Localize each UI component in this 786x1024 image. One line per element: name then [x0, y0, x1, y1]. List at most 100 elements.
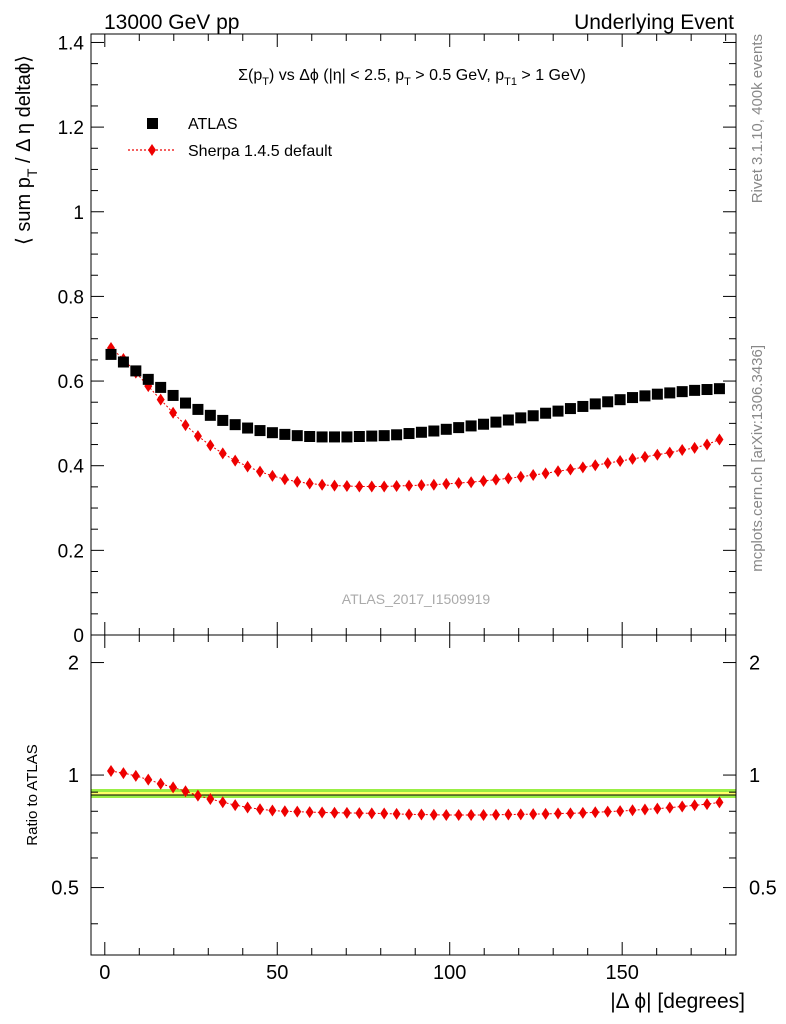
ratio-sherpa-point — [603, 805, 612, 818]
ratio-sherpa-point — [293, 805, 302, 818]
ratio-y-tick-label: 0.5 — [51, 878, 79, 900]
sherpa-point — [491, 473, 500, 486]
x-tick-labels: 0 50 100 150 — [99, 962, 639, 984]
sherpa-point — [218, 447, 227, 460]
ratio-sherpa-point — [541, 807, 550, 820]
ratio-y-axis-label: Ratio to ATLAS — [24, 744, 41, 845]
y-tick-label: 0.6 — [58, 372, 84, 393]
ratio-sherpa-point — [392, 807, 401, 820]
ratio-sherpa-point — [330, 806, 339, 819]
sherpa-point — [293, 475, 302, 488]
legend: ATLAS Sherpa 1.4.5 default — [128, 116, 333, 160]
sherpa-point — [566, 463, 575, 476]
ratio-panel-ticks — [91, 635, 736, 955]
atlas-point — [155, 381, 167, 393]
ratio-sherpa-point — [231, 799, 240, 812]
sherpa-point — [628, 452, 637, 465]
x-tick-label: 0 — [99, 962, 110, 984]
ratio-band-yellow — [91, 792, 736, 795]
ratio-sherpa-point — [715, 796, 724, 809]
ratio-y-tick-label: 2 — [68, 653, 79, 675]
title-condition-pt: > 0.5 GeV, p — [411, 67, 504, 84]
atlas-point — [453, 422, 465, 434]
ratio-panel-frame — [90, 634, 737, 956]
ratio-sherpa-point — [578, 806, 587, 819]
ratio-y-tick-label-right: 1 — [749, 765, 760, 787]
ratio-y-tick-label: 1 — [68, 765, 79, 787]
atlas-point — [167, 389, 179, 401]
y-tick-label: 1.2 — [58, 118, 84, 139]
ratio-sherpa-point — [454, 808, 463, 821]
ratio-y-tick-labels-right: 0.5 1 2 — [749, 653, 777, 900]
y-tick-label: 1.4 — [58, 33, 85, 54]
ratio-sherpa-point — [504, 808, 513, 821]
ratio-sherpa-point — [280, 805, 289, 818]
sherpa-point — [156, 393, 165, 406]
sherpa-point — [529, 469, 538, 482]
atlas-point — [391, 429, 403, 441]
title-sum-pt: Σ(p — [238, 67, 262, 84]
atlas-point — [490, 416, 502, 428]
atlas-point — [713, 383, 725, 395]
atlas-point — [440, 423, 452, 435]
ratio-sherpa-point — [703, 798, 712, 811]
ratio-sherpa-point — [640, 803, 649, 816]
sherpa-point — [405, 479, 414, 492]
atlas-point — [602, 396, 614, 408]
sherpa-point — [231, 454, 240, 467]
ratio-sherpa-point — [243, 801, 252, 814]
mcplots-label: mcplots.cern.ch [arXiv:1306.3436] — [749, 345, 766, 572]
ratio-panel: 0.5 1 2 0.5 1 2 0 50 100 150 Ratio to ATLAS |Δ … — [24, 634, 777, 1013]
atlas-point — [701, 384, 713, 396]
ratio-sherpa-point — [156, 777, 165, 790]
sherpa-point — [715, 433, 724, 446]
ratio-sherpa-series — [107, 765, 724, 821]
atlas-point — [291, 430, 303, 442]
atlas-point — [639, 390, 651, 402]
atlas-point — [366, 430, 378, 442]
title-condition-eta: ) vs Δϕ (|η| < 2.5, p — [269, 67, 404, 84]
ratio-sherpa-point — [616, 805, 625, 818]
sherpa-point — [268, 469, 277, 482]
legend-atlas-marker — [147, 118, 158, 129]
y-label-density: / Δ η deltaϕ⟩ — [13, 55, 35, 169]
sherpa-point — [442, 477, 451, 490]
sherpa-point — [640, 450, 649, 463]
atlas-point — [589, 398, 601, 410]
ratio-sherpa-point — [181, 785, 190, 798]
atlas-point — [540, 407, 552, 419]
ratio-sherpa-point — [491, 808, 500, 821]
atlas-point — [130, 365, 142, 377]
sherpa-point — [665, 446, 674, 459]
atlas-point — [478, 418, 490, 430]
ratio-sherpa-point — [690, 799, 699, 812]
sherpa-point — [603, 457, 612, 470]
sherpa-point — [429, 478, 438, 491]
sherpa-line — [110, 347, 720, 487]
ratio-sherpa-point — [342, 806, 351, 819]
ratio-sherpa-point — [380, 807, 389, 820]
sherpa-point — [616, 455, 625, 468]
y-tick-label: 0 — [73, 626, 84, 647]
y-tick-label: 0.2 — [58, 541, 84, 562]
atlas-point — [527, 410, 539, 422]
atlas-point — [192, 403, 204, 415]
atlas-point — [502, 414, 514, 426]
title-subscript-t1-lead: T1 — [504, 76, 517, 88]
main-panel-y-tick-labels: 0 0.2 0.4 0.6 0.8 1 1.2 1.4 — [58, 33, 85, 647]
atlas-point — [316, 431, 328, 443]
ratio-sherpa-point — [591, 806, 600, 819]
atlas-point — [304, 431, 316, 443]
ratio-sherpa-point — [268, 804, 277, 817]
sherpa-point — [169, 406, 178, 419]
sherpa-point — [193, 430, 202, 443]
ratio-sherpa-point — [479, 808, 488, 821]
sherpa-point — [690, 441, 699, 454]
ratio-sherpa-point — [653, 802, 662, 815]
legend-sherpa-marker — [148, 144, 156, 156]
y-label-sum-pt: ⟨ sum p — [13, 177, 35, 245]
atlas-point — [229, 419, 241, 431]
sherpa-point — [504, 472, 513, 485]
x-tick-label: 100 — [433, 962, 466, 984]
atlas-point — [577, 400, 589, 412]
